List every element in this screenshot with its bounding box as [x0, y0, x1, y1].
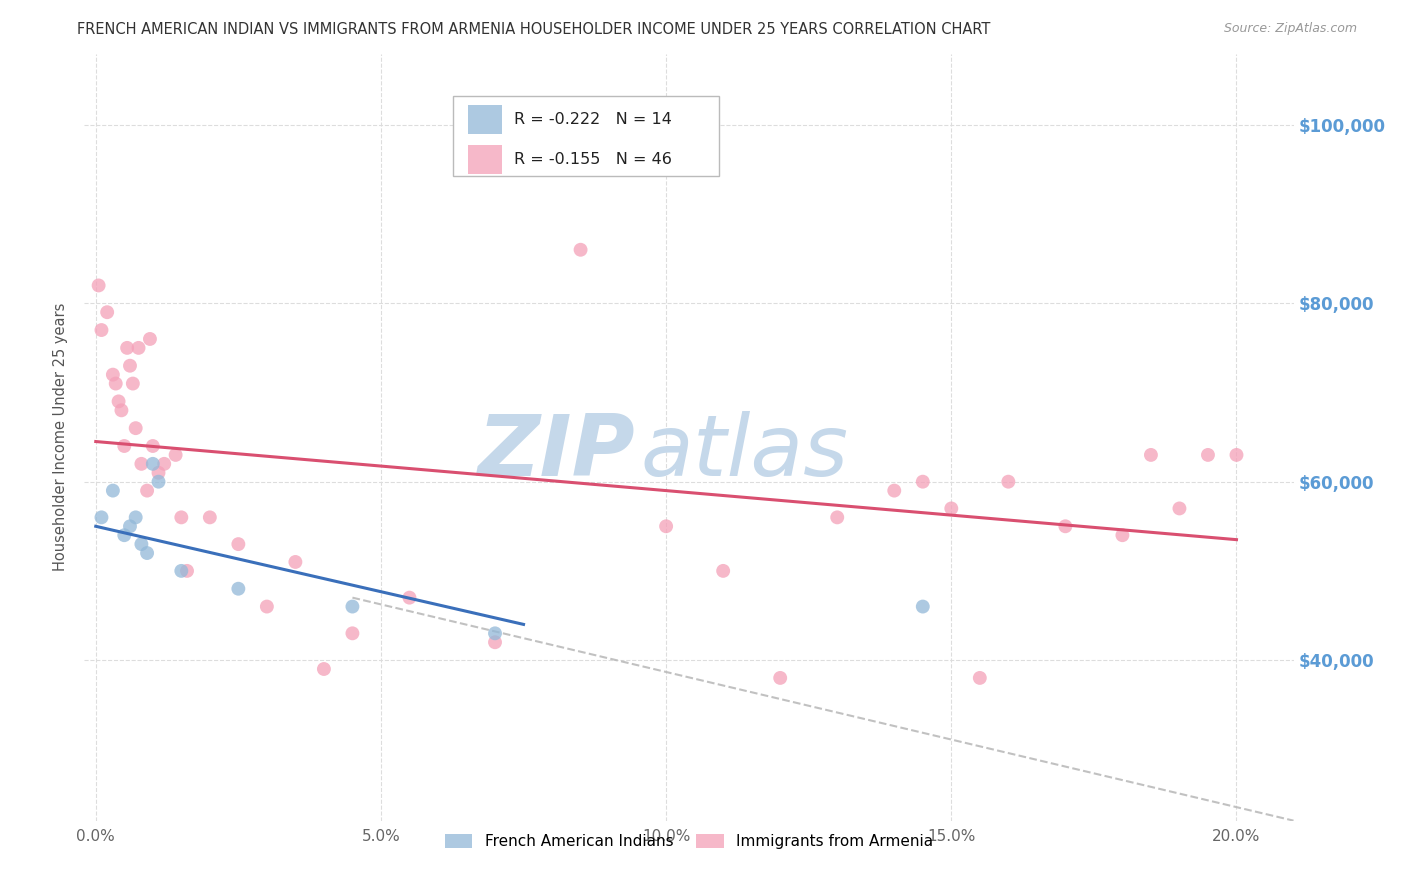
- Point: [165, 448, 187, 462]
- Point: [312, 662, 335, 676]
- Point: [90, 510, 112, 524]
- Text: ZIP: ZIP: [477, 411, 634, 494]
- Point: [110, 403, 132, 417]
- Point: [142, 457, 165, 471]
- Point: [148, 466, 170, 480]
- Point: [112, 439, 135, 453]
- Point: [198, 510, 221, 524]
- Point: [228, 537, 250, 551]
- Point: [101, 483, 124, 498]
- Point: [997, 475, 1019, 489]
- Point: [104, 376, 127, 391]
- Point: [125, 421, 148, 435]
- Point: [1054, 519, 1077, 533]
- Point: [118, 359, 141, 373]
- Point: [911, 475, 934, 489]
- Point: [107, 394, 129, 409]
- Point: [1197, 448, 1219, 462]
- Point: [112, 528, 135, 542]
- Point: [87, 278, 110, 293]
- Point: [825, 510, 848, 524]
- Point: [941, 501, 963, 516]
- Point: [136, 546, 159, 560]
- Point: [142, 439, 165, 453]
- Point: [228, 582, 250, 596]
- Point: [256, 599, 278, 614]
- Point: [101, 368, 124, 382]
- Point: [148, 475, 170, 489]
- Point: [655, 519, 678, 533]
- FancyBboxPatch shape: [453, 95, 720, 177]
- Point: [1168, 501, 1191, 516]
- Point: [969, 671, 991, 685]
- FancyBboxPatch shape: [468, 105, 502, 134]
- Point: [1225, 448, 1247, 462]
- Point: [136, 483, 159, 498]
- Point: [484, 626, 506, 640]
- Point: [284, 555, 307, 569]
- Point: [118, 519, 141, 533]
- Y-axis label: Householder Income Under 25 years: Householder Income Under 25 years: [53, 303, 69, 571]
- Point: [121, 376, 143, 391]
- Legend: French American Indians, Immigrants from Armenia: French American Indians, Immigrants from…: [439, 828, 939, 855]
- Point: [170, 564, 193, 578]
- Point: [711, 564, 734, 578]
- Point: [96, 305, 118, 319]
- Point: [131, 537, 153, 551]
- FancyBboxPatch shape: [468, 145, 502, 174]
- Text: FRENCH AMERICAN INDIAN VS IMMIGRANTS FROM ARMENIA HOUSEHOLDER INCOME UNDER 25 YE: FRENCH AMERICAN INDIAN VS IMMIGRANTS FRO…: [77, 22, 991, 37]
- Point: [342, 626, 364, 640]
- Point: [131, 457, 153, 471]
- Point: [484, 635, 506, 649]
- Point: [139, 332, 162, 346]
- Point: [1111, 528, 1133, 542]
- Text: R = -0.155   N = 46: R = -0.155 N = 46: [513, 153, 672, 167]
- Text: atlas: atlas: [641, 411, 849, 494]
- Point: [90, 323, 112, 337]
- Point: [128, 341, 150, 355]
- Point: [398, 591, 420, 605]
- Point: [153, 457, 176, 471]
- Text: Source: ZipAtlas.com: Source: ZipAtlas.com: [1223, 22, 1357, 36]
- Point: [125, 510, 148, 524]
- Point: [569, 243, 592, 257]
- Point: [170, 510, 193, 524]
- Point: [769, 671, 792, 685]
- Point: [911, 599, 934, 614]
- Point: [176, 564, 198, 578]
- Point: [1140, 448, 1163, 462]
- Point: [342, 599, 364, 614]
- Text: R = -0.222   N = 14: R = -0.222 N = 14: [513, 112, 672, 127]
- Point: [883, 483, 905, 498]
- Point: [115, 341, 138, 355]
